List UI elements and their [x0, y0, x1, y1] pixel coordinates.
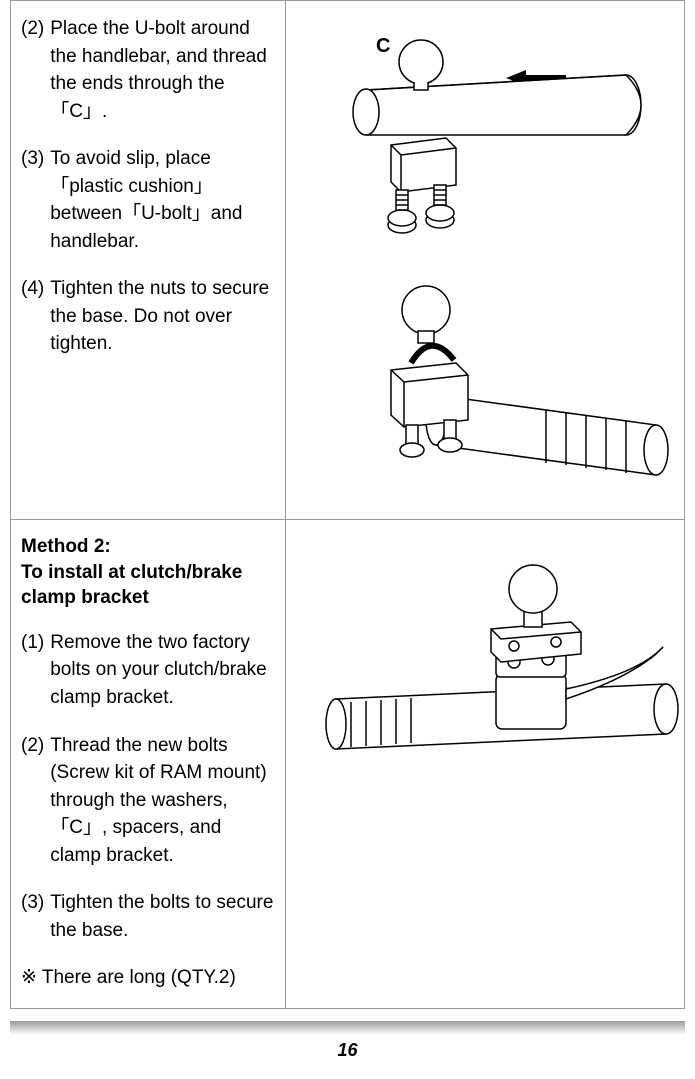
method2-heading: Method 2: To install at clutch/brake cla…: [21, 534, 275, 611]
step-4: (4) Tighten the nuts to secure the base.…: [21, 275, 275, 358]
step-3: (3) To avoid slip, place 「plastic cushio…: [21, 145, 275, 255]
row-method1-continued: (2) Place the U-bolt around the handleba…: [11, 1, 685, 520]
m2-note: ※ There are long (QTY.2): [21, 964, 275, 992]
step-4-num: (4): [21, 275, 48, 358]
method2-text-cell: Method 2: To install at clutch/brake cla…: [11, 520, 286, 1009]
layout-table: (2) Place the U-bolt around the handleba…: [10, 0, 685, 1009]
m2-step-3-text: Tighten the bolts to secure the base.: [48, 889, 275, 944]
ubolt-top-illustration: [296, 30, 676, 280]
footer-gradient-bar: [10, 1021, 685, 1035]
m2-step-3-num: (3): [21, 889, 48, 944]
method1-figure-cell: C: [286, 1, 685, 520]
method2-figure: [296, 534, 674, 994]
method1-text-cell: (2) Place the U-bolt around the handleba…: [11, 1, 286, 520]
step-2-num: (2): [21, 15, 48, 125]
m2-step-2: (2) Thread the new bolts (Screw kit of R…: [21, 732, 275, 870]
ubolt-bottom-illustration: [296, 275, 676, 505]
m2-step-1: (1) Remove the two factory bolts on your…: [21, 629, 275, 712]
step-2-text: Place the U-bolt around the handlebar, a…: [48, 15, 275, 125]
m2-step-3: (3) Tighten the bolts to secure the base…: [21, 889, 275, 944]
page-content: (2) Place the U-bolt around the handleba…: [0, 0, 695, 1009]
step-3-num: (3): [21, 145, 48, 255]
method1-figure: C: [296, 15, 674, 505]
step-2: (2) Place the U-bolt around the handleba…: [21, 15, 275, 125]
step-3-text: To avoid slip, place 「plastic cushion」 b…: [48, 145, 275, 255]
method2-figure-cell: [286, 520, 685, 1009]
m2-step-2-num: (2): [21, 732, 48, 870]
page-number: 16: [0, 1040, 695, 1061]
m2-step-1-text: Remove the two factory bolts on your clu…: [48, 629, 275, 712]
step-4-text: Tighten the nuts to secure the base. Do …: [48, 275, 275, 358]
m2-step-1-num: (1): [21, 629, 48, 712]
m2-step-2-text: Thread the new bolts (Screw kit of RAM m…: [48, 732, 275, 870]
clutch-bracket-illustration: [296, 554, 686, 834]
row-method2: Method 2: To install at clutch/brake cla…: [11, 520, 685, 1009]
